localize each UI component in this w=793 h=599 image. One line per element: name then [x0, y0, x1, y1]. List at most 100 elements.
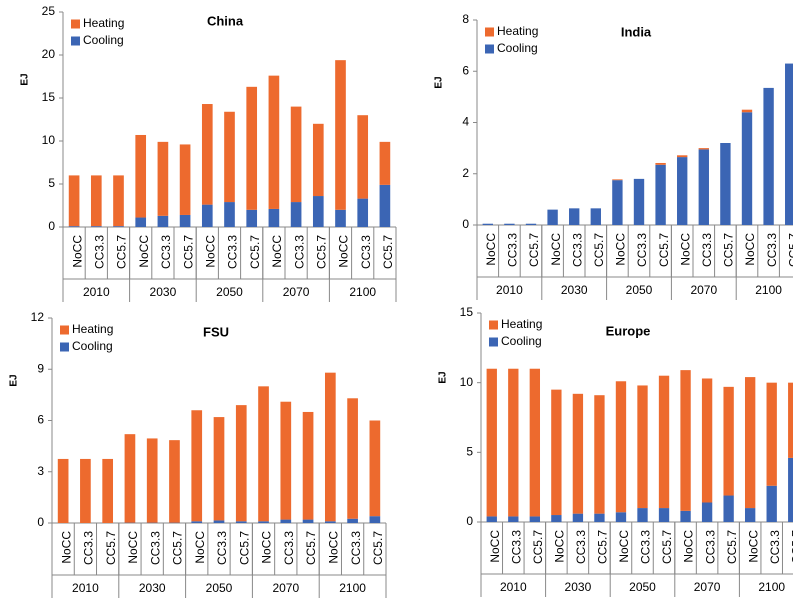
- bar-segment: [312, 123, 324, 197]
- group-label: 2070: [283, 285, 310, 299]
- bar-segment: [335, 60, 346, 210]
- group-label: 2030: [565, 580, 592, 594]
- x-tick-label: CC5.7: [171, 531, 185, 565]
- y-tick-label: 20: [42, 47, 56, 61]
- bar-segment: [788, 457, 793, 522]
- bar-segment: [68, 226, 80, 227]
- bar-segment: [324, 521, 336, 523]
- bar-segment: [90, 226, 102, 227]
- bar-segment: [312, 196, 324, 227]
- bar-segment: [379, 184, 391, 227]
- legend-label: Cooling: [72, 339, 113, 353]
- y-tick-label: 8: [462, 12, 469, 26]
- group-label: 2070: [690, 283, 717, 297]
- bar-segment: [191, 410, 203, 522]
- x-tick-label: CC3.3: [82, 531, 96, 565]
- group-label: 2010: [72, 581, 99, 595]
- group-label: 2050: [629, 580, 656, 594]
- bar-segment: [57, 458, 69, 523]
- bar-segment: [658, 375, 670, 509]
- x-tick-label: NoCC: [270, 235, 284, 268]
- y-tick-label: 25: [42, 4, 56, 18]
- legend-label: Heating: [83, 16, 124, 30]
- y-tick-label: 0: [48, 219, 55, 233]
- x-tick-label: CC5.7: [596, 530, 610, 564]
- bar-segment: [347, 398, 358, 519]
- x-tick-label: NoCC: [553, 530, 567, 563]
- bar-segment: [324, 372, 336, 522]
- y-tick-label: 6: [37, 413, 44, 427]
- x-tick-label: CC5.7: [786, 233, 793, 267]
- chart-title: China: [207, 13, 244, 28]
- bar-segment: [335, 209, 346, 227]
- bar-segment: [482, 223, 493, 225]
- y-tick-label: 5: [466, 445, 473, 459]
- x-tick-label: CC5.7: [371, 531, 385, 565]
- x-tick-label: CC5.7: [660, 530, 674, 564]
- x-tick-label: CC3.3: [639, 530, 653, 564]
- x-tick-label: CC3.3: [506, 233, 520, 267]
- group-label: 2070: [272, 581, 299, 595]
- group-label: 2010: [496, 283, 523, 297]
- bar-segment: [268, 75, 280, 209]
- x-tick-label: NoCC: [70, 235, 84, 268]
- legend-label: Heating: [497, 24, 538, 38]
- bar-segment: [90, 175, 102, 227]
- bar-segment: [504, 223, 515, 225]
- y-axis-label: EJ: [20, 73, 31, 85]
- bar-segment: [246, 209, 258, 227]
- group-label: 2050: [206, 581, 233, 595]
- x-tick-label: NoCC: [488, 530, 502, 563]
- x-tick-label: CC3.3: [215, 531, 229, 565]
- y-axis-label: EJ: [434, 76, 445, 88]
- x-tick-label: NoCC: [484, 233, 498, 266]
- bar-segment: [508, 516, 519, 522]
- x-tick-label: CC5.7: [531, 530, 545, 564]
- bar-segment: [525, 223, 537, 225]
- bar-segment: [698, 148, 709, 150]
- y-tick-label: 6: [462, 63, 469, 77]
- bar-segment: [594, 513, 605, 522]
- bar-segment: [785, 63, 793, 225]
- x-tick-label: CC5.7: [304, 531, 318, 565]
- group-label: 2010: [83, 285, 110, 299]
- bar-segment: [290, 106, 302, 203]
- x-tick-label: CC3.3: [768, 530, 782, 564]
- x-tick-label: NoCC: [203, 235, 217, 268]
- bar-segment: [224, 202, 235, 227]
- bar-segment: [258, 521, 269, 523]
- bar-segment: [551, 389, 562, 516]
- chart-title: Europe: [606, 323, 651, 338]
- bar-segment: [766, 485, 777, 522]
- y-tick-label: 9: [37, 361, 44, 375]
- bar-segment: [698, 149, 709, 225]
- y-tick-label: 15: [460, 305, 474, 319]
- bar-segment: [723, 386, 734, 496]
- y-tick-label: 12: [31, 310, 45, 324]
- group-label: 2100: [755, 283, 782, 297]
- bar-segment: [113, 175, 124, 227]
- bar-segment: [701, 378, 713, 503]
- x-tick-label: CC3.3: [359, 235, 373, 269]
- bar-segment: [268, 208, 280, 227]
- x-tick-label: NoCC: [193, 531, 207, 564]
- legend-swatch: [485, 27, 494, 37]
- y-tick-label: 5: [48, 176, 55, 190]
- bar-segment: [547, 209, 558, 225]
- bar-segment: [201, 204, 213, 227]
- x-tick-label: CC3.3: [570, 233, 584, 267]
- x-tick-label: CC3.3: [282, 531, 296, 565]
- bar-segment: [246, 86, 258, 210]
- bar-segment: [508, 368, 519, 517]
- bar-segment: [766, 382, 777, 486]
- bar-segment: [235, 521, 247, 523]
- group-label: 2070: [694, 580, 721, 594]
- group-label: 2100: [758, 580, 785, 594]
- bar-segment: [201, 104, 213, 205]
- bar-segment: [102, 458, 114, 523]
- bar-segment: [486, 516, 497, 522]
- y-tick-label: 4: [462, 115, 469, 129]
- legend-label: Cooling: [497, 41, 538, 55]
- bar-segment: [213, 520, 225, 523]
- x-tick-label: CC5.7: [657, 233, 671, 267]
